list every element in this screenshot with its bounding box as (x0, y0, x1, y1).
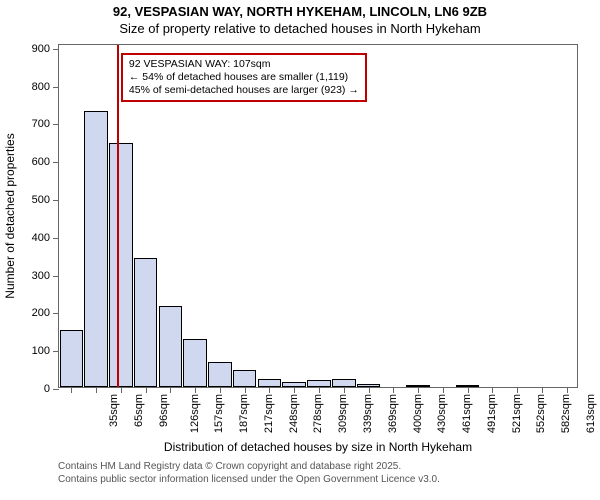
y-axis-title: Number of detached properties (3, 133, 17, 298)
x-tick (121, 387, 122, 393)
marker-line (117, 45, 119, 387)
x-tick (294, 387, 295, 393)
x-tick (344, 387, 345, 393)
y-tick (53, 389, 59, 390)
y-tick-label: 100 (32, 345, 50, 357)
histogram-bar (258, 379, 282, 387)
histogram-bar (233, 370, 257, 387)
histogram-bar (332, 379, 356, 387)
histogram-bar (208, 362, 232, 387)
x-tick-label: 369sqm (387, 394, 399, 433)
x-tick-label: 65sqm (133, 394, 145, 427)
callout-box: 92 VESPASIAN WAY: 107sqm← 54% of detache… (121, 53, 367, 102)
footer-line-1: Contains HM Land Registry data © Crown c… (58, 460, 440, 473)
y-tick-label: 200 (32, 307, 50, 319)
x-tick (418, 387, 419, 393)
x-tick (71, 387, 72, 393)
x-tick (220, 387, 221, 393)
callout-line: 92 VESPASIAN WAY: 107sqm (129, 58, 359, 71)
plot-area: 92 VESPASIAN WAY: 107sqm← 54% of detache… (59, 45, 577, 387)
x-tick-label: 126sqm (189, 394, 201, 433)
x-tick-label: 309sqm (337, 394, 349, 433)
y-tick-label: 0 (44, 383, 50, 395)
x-tick-label: 430sqm (436, 394, 448, 433)
x-tick-label: 35sqm (108, 394, 120, 427)
x-tick-label: 552sqm (535, 394, 547, 433)
x-tick (393, 387, 394, 393)
page-subtitle: Size of property relative to detached ho… (0, 21, 600, 40)
x-tick (245, 387, 246, 393)
x-tick (542, 387, 543, 393)
y-tick-label: 400 (32, 232, 50, 244)
histogram-chart: 92 VESPASIAN WAY: 107sqm← 54% of detache… (58, 44, 578, 388)
x-tick (468, 387, 469, 393)
y-tick (53, 200, 59, 201)
y-tick-label: 500 (32, 194, 50, 206)
y-tick-label: 300 (32, 270, 50, 282)
y-tick (53, 238, 59, 239)
x-tick (170, 387, 171, 393)
histogram-bar (134, 258, 158, 387)
x-tick (146, 387, 147, 393)
x-tick (492, 387, 493, 393)
x-tick-label: 217sqm (263, 394, 275, 433)
callout-line: ← 54% of detached houses are smaller (1,… (129, 71, 359, 84)
x-tick-label: 461sqm (461, 394, 473, 433)
x-tick (319, 387, 320, 393)
x-tick-label: 187sqm (238, 394, 250, 433)
x-tick-label: 582sqm (560, 394, 572, 433)
histogram-bar (60, 330, 84, 387)
x-tick (96, 387, 97, 393)
y-tick (53, 49, 59, 50)
footer-line-2: Contains public sector information licen… (58, 473, 440, 486)
histogram-bar (183, 339, 207, 387)
x-tick (195, 387, 196, 393)
histogram-bar (84, 111, 108, 387)
y-tick (53, 87, 59, 88)
y-tick (53, 351, 59, 352)
y-tick-label: 600 (32, 156, 50, 168)
x-tick-label: 157sqm (214, 394, 226, 433)
y-tick-label: 700 (32, 118, 50, 130)
footer-attribution: Contains HM Land Registry data © Crown c… (58, 460, 440, 486)
x-tick (443, 387, 444, 393)
x-tick (269, 387, 270, 393)
histogram-bar (109, 143, 133, 387)
histogram-bar (159, 306, 183, 387)
y-tick-label: 800 (32, 81, 50, 93)
y-tick (53, 124, 59, 125)
page-title: 92, VESPASIAN WAY, NORTH HYKEHAM, LINCOL… (0, 0, 600, 21)
x-tick-label: 491sqm (486, 394, 498, 433)
histogram-bar (307, 380, 331, 387)
callout-line: 45% of semi-detached houses are larger (… (129, 84, 359, 97)
x-tick-label: 248sqm (288, 394, 300, 433)
x-tick (567, 387, 568, 393)
x-tick-label: 521sqm (511, 394, 523, 433)
x-tick-label: 400sqm (412, 394, 424, 433)
x-tick-label: 278sqm (313, 394, 325, 433)
y-tick (53, 162, 59, 163)
y-tick (53, 276, 59, 277)
x-tick-label: 339sqm (362, 394, 374, 433)
x-axis-title: Distribution of detached houses by size … (58, 440, 578, 454)
y-tick (53, 313, 59, 314)
x-tick-label: 96sqm (158, 394, 170, 427)
y-tick-label: 900 (32, 43, 50, 55)
x-tick (369, 387, 370, 393)
x-tick-label: 613sqm (585, 394, 597, 433)
x-tick (517, 387, 518, 393)
